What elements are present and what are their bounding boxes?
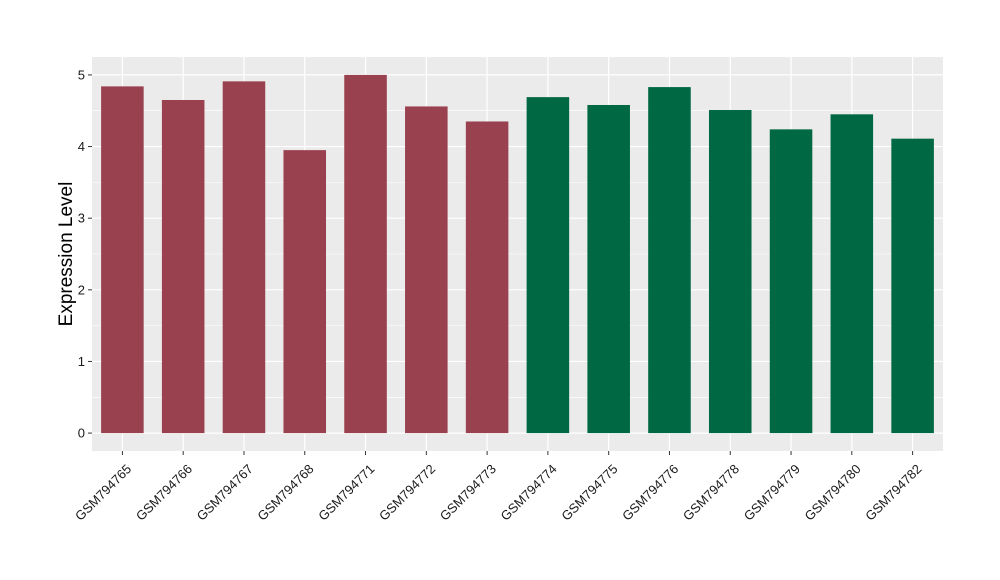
bar-gsm794768 (283, 150, 327, 434)
y-tick-label: 1 (78, 354, 85, 369)
x-tick-label: GSM794767 (194, 461, 256, 523)
bar-gsm794776 (648, 87, 691, 434)
x-tick-label: GSM794773 (437, 461, 499, 523)
x-tick-label: GSM794771 (315, 461, 377, 523)
y-tick-label: 5 (78, 67, 85, 82)
x-tick-label: GSM794778 (680, 461, 742, 523)
x-tick-label: GSM794774 (498, 461, 560, 523)
bar-gsm794766 (161, 99, 205, 434)
x-tick-label: GSM794766 (133, 461, 195, 523)
x-tick-label: GSM794772 (376, 461, 438, 523)
bar-gsm794778 (708, 110, 752, 434)
bar-gsm794782 (891, 138, 934, 434)
x-tick-label: GSM794768 (254, 461, 316, 523)
bar-gsm794779 (769, 129, 813, 434)
bar-gsm794775 (587, 104, 630, 434)
x-tick-label: GSM794765 (72, 461, 134, 523)
bar-gsm794773 (465, 121, 509, 434)
x-tick-label: GSM794776 (619, 461, 681, 523)
bar-gsm794772 (405, 106, 448, 434)
x-tick-label: GSM794780 (802, 461, 864, 523)
y-tick-label: 4 (78, 139, 85, 154)
bar-gsm794767 (222, 81, 266, 434)
bar-gsm794780 (830, 114, 874, 434)
x-axis: GSM794765GSM794766GSM794767GSM794768GSM7… (72, 451, 925, 524)
x-tick-label: GSM794782 (862, 461, 924, 523)
bar-gsm794765 (101, 86, 144, 434)
bars (101, 74, 934, 434)
y-tick-label: 0 (78, 426, 85, 441)
bar-gsm794774 (526, 97, 570, 434)
x-tick-label: GSM794779 (741, 461, 803, 523)
y-tick-label: 2 (78, 282, 85, 297)
y-tick-label: 3 (78, 211, 85, 226)
x-tick-label: GSM794775 (558, 461, 620, 523)
y-axis: 0 1 2 3 4 5 (78, 67, 92, 441)
y-axis-title: Expression Level (56, 182, 77, 327)
bar-gsm794771 (344, 74, 387, 434)
